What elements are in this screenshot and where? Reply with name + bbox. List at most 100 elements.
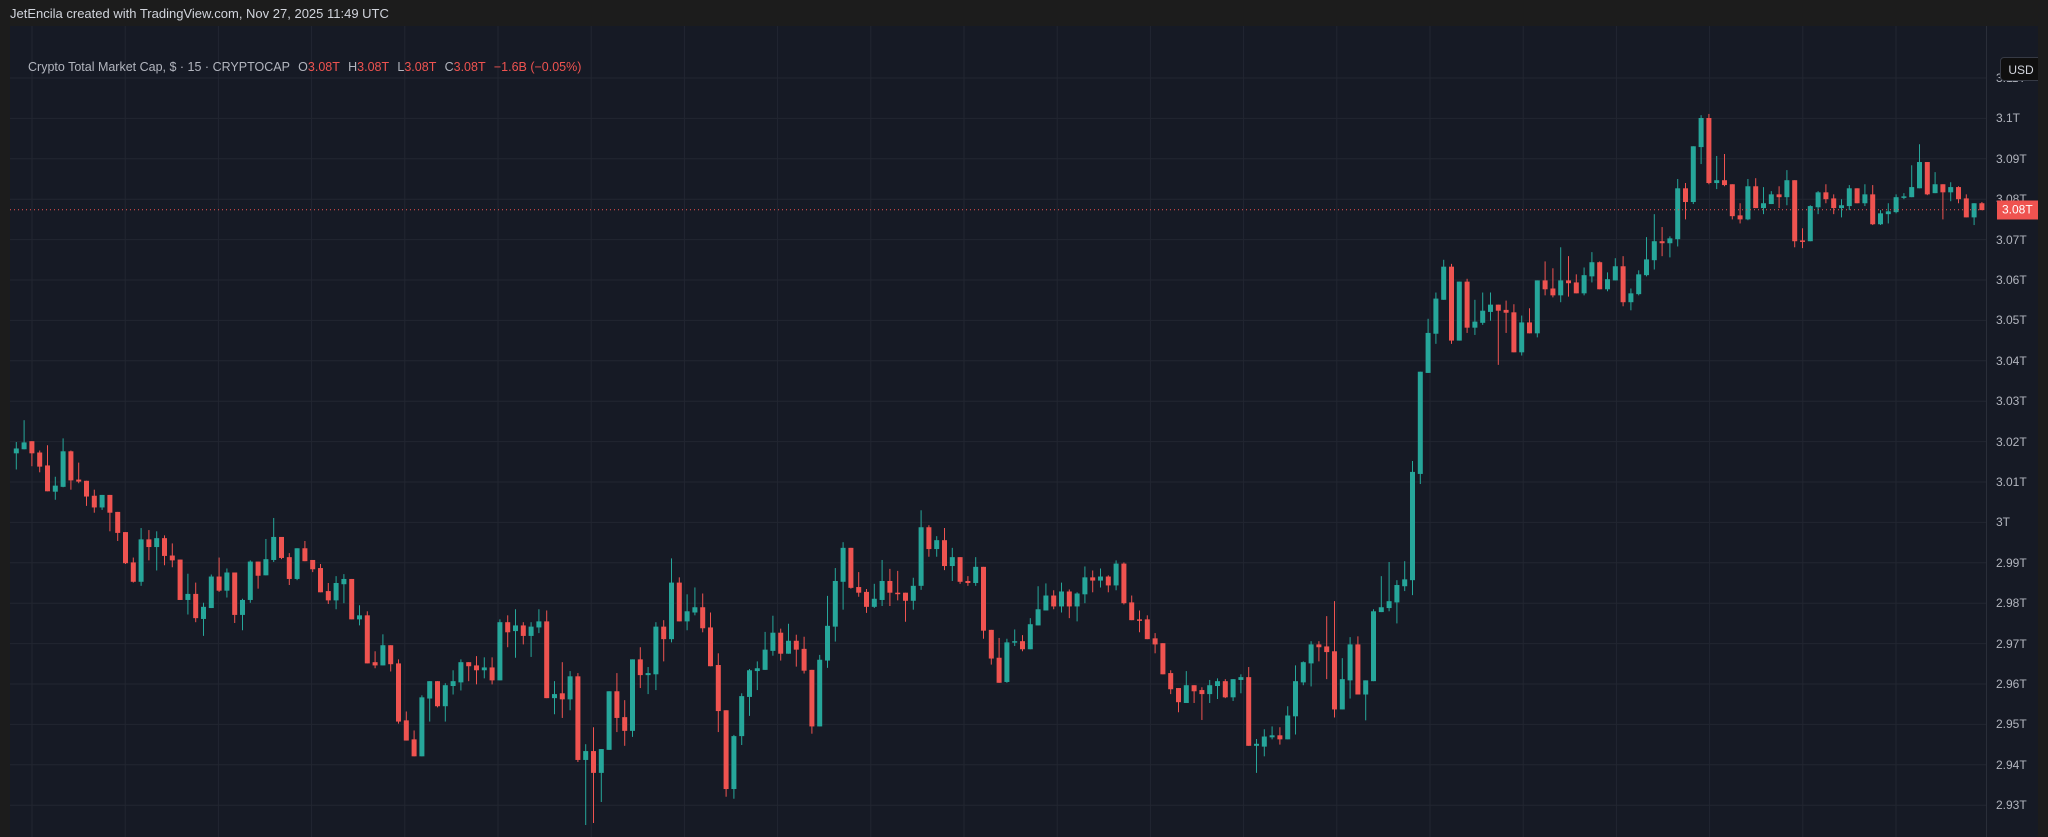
candle-body <box>442 685 448 707</box>
candle-body <box>185 593 191 600</box>
grid <box>10 26 1986 837</box>
candle-up <box>1441 259 1447 300</box>
candle-up <box>1636 270 1642 296</box>
candle-down <box>177 559 183 600</box>
candle-up <box>52 476 58 500</box>
candle-up <box>817 654 823 727</box>
candle-down <box>1620 256 1626 307</box>
candle-body <box>341 578 347 585</box>
candle-up <box>1846 185 1852 211</box>
candle-body <box>1768 194 1774 205</box>
candle-body <box>68 451 74 481</box>
candle-body <box>1815 192 1821 208</box>
candle-up <box>1745 179 1751 221</box>
price-tick-label: 2.96T <box>1996 677 2027 691</box>
chart-pane[interactable]: 3.11T3.1T3.09T3.08T3.07T3.06T3.05T3.04T3… <box>10 26 2038 837</box>
candle-body <box>949 557 955 567</box>
candle-down <box>575 673 581 762</box>
candle-body <box>1792 180 1798 242</box>
candle-body <box>76 479 82 482</box>
candle-down <box>29 441 35 467</box>
candle-body <box>1121 563 1127 604</box>
candle-up <box>1932 172 1938 194</box>
candle-down <box>1066 589 1072 619</box>
candle-body <box>832 580 838 627</box>
candle-up <box>692 587 698 616</box>
low-key: L <box>397 60 405 74</box>
candle-down <box>887 568 893 607</box>
candle-body <box>396 663 401 722</box>
candle-body <box>1831 198 1837 209</box>
candle-up <box>1761 187 1766 215</box>
candle-down <box>1137 610 1142 633</box>
candle-body <box>1527 322 1532 334</box>
candle-body <box>1339 679 1345 710</box>
candle-body <box>372 662 378 666</box>
candle-down <box>723 710 729 797</box>
candle-up <box>528 622 534 657</box>
candle-body <box>1807 206 1813 242</box>
candle-body <box>520 625 526 636</box>
candle-body <box>1698 117 1704 148</box>
candle-up <box>1807 205 1813 242</box>
close-value: 3.08T <box>453 60 486 74</box>
candle-body <box>801 648 807 671</box>
candle-body <box>107 494 113 513</box>
candle-body <box>37 452 43 467</box>
candle-body <box>1246 677 1252 746</box>
candle-down <box>489 657 495 685</box>
candle-up <box>442 683 448 722</box>
candle-body <box>1963 198 1969 218</box>
candle-body <box>1378 607 1384 613</box>
candle-body <box>458 662 464 683</box>
candle-up <box>138 528 144 586</box>
candlestick-chart[interactable] <box>10 26 2038 837</box>
candle-up <box>567 671 573 711</box>
candle-down <box>1792 180 1798 248</box>
candle-down <box>310 559 316 573</box>
candle-body <box>825 625 830 661</box>
candle-body <box>271 536 277 560</box>
candle-down <box>1706 113 1712 185</box>
candle-up <box>1628 288 1634 311</box>
candle-body <box>1105 576 1111 586</box>
currency-button[interactable]: USD <box>2000 57 2038 81</box>
candle-body <box>247 561 253 600</box>
candle-body <box>1675 188 1681 240</box>
candle-up <box>1456 281 1462 341</box>
candle-body <box>544 621 550 699</box>
candle-body <box>279 536 284 558</box>
open-key: O <box>298 60 308 74</box>
candle-down <box>1722 153 1727 187</box>
candle-up <box>1293 665 1298 735</box>
candle-up <box>1230 679 1236 701</box>
candle-down <box>1355 636 1361 695</box>
candle-body <box>232 572 238 615</box>
candle-body <box>1051 595 1057 607</box>
candle-body <box>1620 266 1626 303</box>
candle-down <box>1737 203 1743 224</box>
candle-up <box>380 634 386 666</box>
candle-body <box>1355 644 1361 695</box>
candle-down <box>778 628 784 661</box>
candle-up <box>1238 674 1244 694</box>
candle-down <box>1870 185 1876 226</box>
candle-up <box>1308 641 1314 687</box>
candle-body <box>1137 619 1142 621</box>
candle-body <box>778 632 784 654</box>
candle-down <box>1199 687 1205 720</box>
candle-down <box>715 653 721 733</box>
candle-down <box>286 553 292 586</box>
candle-up <box>1917 144 1922 189</box>
candle-body <box>1269 735 1275 738</box>
candle-body <box>1979 203 1985 211</box>
candle-body <box>1534 280 1540 334</box>
candle-up <box>1784 170 1790 206</box>
candle-body <box>1573 282 1579 294</box>
candle-down <box>1527 308 1532 334</box>
candle-body <box>1230 679 1236 698</box>
candle-body <box>1737 215 1743 220</box>
candle-body <box>1425 332 1431 373</box>
candle-down <box>1503 300 1509 333</box>
candle-body <box>1878 213 1883 225</box>
